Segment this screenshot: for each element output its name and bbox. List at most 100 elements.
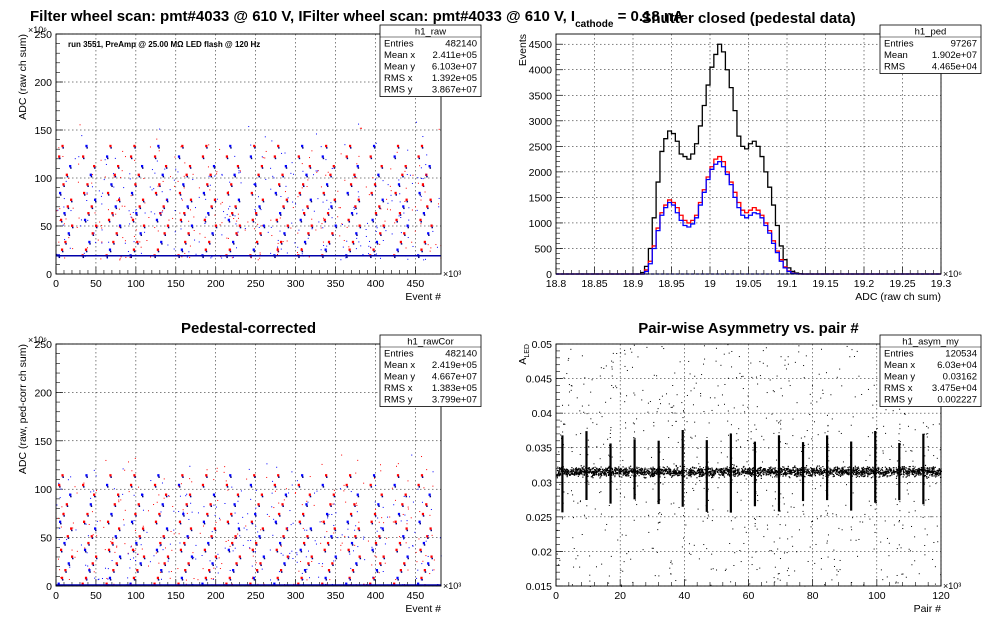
scatter-point xyxy=(140,246,142,248)
scatter-point xyxy=(663,466,665,469)
scatter-point xyxy=(869,468,871,470)
scatter-point xyxy=(399,201,401,203)
scatter-point xyxy=(118,529,121,532)
scatter-point xyxy=(736,472,739,474)
scatter-point xyxy=(638,471,640,473)
scatter-point xyxy=(394,256,396,259)
scatter-point xyxy=(104,567,106,569)
scatter-point xyxy=(821,473,823,475)
scatter-point xyxy=(702,472,704,474)
scatter-point xyxy=(129,257,131,259)
scatter-point xyxy=(353,173,356,177)
scatter-point xyxy=(794,466,796,468)
scatter-point xyxy=(642,474,645,476)
scatter-point xyxy=(721,468,723,470)
scatter-point xyxy=(221,222,223,224)
scatter-point xyxy=(924,470,926,472)
scatter-point xyxy=(808,472,810,475)
stats-row-value: 6.103e+07 xyxy=(432,62,477,73)
scatter-point xyxy=(651,475,654,477)
scatter-point xyxy=(167,560,169,562)
scatter-point xyxy=(244,229,246,231)
scatter-point xyxy=(144,212,146,214)
scatter-point xyxy=(718,477,720,479)
scatter-point xyxy=(130,583,132,585)
scatter-point xyxy=(124,469,126,471)
scatter-point xyxy=(645,473,647,475)
scatter-point xyxy=(760,477,762,479)
scatter-point xyxy=(357,167,360,169)
scatter-point xyxy=(96,535,98,537)
scatter-point xyxy=(59,486,61,488)
scatter-point xyxy=(852,473,855,475)
scatter-point xyxy=(861,468,864,470)
scatter-point xyxy=(903,465,905,468)
scatter-point xyxy=(86,578,88,580)
scatter-point xyxy=(435,244,437,246)
scatter-point xyxy=(83,482,85,484)
scatter-point xyxy=(90,491,92,493)
scatter-point xyxy=(130,157,133,160)
scatter-point xyxy=(61,506,63,508)
scatter-point xyxy=(902,467,904,469)
scatter-point xyxy=(566,476,568,478)
scatter-point xyxy=(130,256,132,259)
scatter-point xyxy=(198,196,200,198)
plot-frame xyxy=(55,343,442,587)
scatter-point xyxy=(398,179,400,181)
scatter-point xyxy=(801,468,803,471)
scatter-point xyxy=(683,476,685,478)
y-tick-label: 1500 xyxy=(529,192,553,204)
scatter-point xyxy=(804,468,806,470)
scatter-point xyxy=(590,471,592,473)
y-tick-label: 2000 xyxy=(529,167,553,179)
scatter-point xyxy=(179,495,181,497)
scatter-point xyxy=(425,164,427,166)
scatter-point xyxy=(281,503,284,506)
scatter-point xyxy=(640,472,642,474)
y-tick-label: 250 xyxy=(34,29,52,41)
scatter-point xyxy=(379,207,381,210)
scatter-point xyxy=(334,224,337,227)
scatter-point xyxy=(436,246,438,248)
scatter-point xyxy=(872,471,875,473)
scatter-point xyxy=(726,468,729,470)
scatter-point xyxy=(113,176,115,178)
scatter-point xyxy=(251,522,254,525)
scatter-point xyxy=(115,537,118,539)
scatter-point xyxy=(836,466,839,468)
scatter-point xyxy=(307,232,310,235)
scatter-point xyxy=(419,522,421,525)
scatter-point xyxy=(306,529,308,531)
scatter-point xyxy=(341,224,343,226)
scatter-point xyxy=(137,243,139,245)
scatter-point xyxy=(735,469,737,471)
x-tick-label: 400 xyxy=(367,590,385,602)
scatter-point xyxy=(375,142,377,144)
scatter-point xyxy=(347,218,350,222)
scatter-point xyxy=(94,527,97,530)
scatter-point xyxy=(98,190,100,192)
scatter-point xyxy=(282,505,284,507)
scatter-point xyxy=(250,498,252,500)
scatter-point xyxy=(171,549,173,551)
scatter-point xyxy=(701,468,703,470)
scatter-point xyxy=(394,499,396,501)
scatter-point xyxy=(883,471,886,473)
scatter-point xyxy=(320,249,322,251)
scatter-point xyxy=(608,473,610,475)
scatter-point xyxy=(819,470,821,472)
scatter-point xyxy=(427,232,430,235)
scatter-point xyxy=(69,247,71,249)
scatter-point xyxy=(817,470,819,472)
scatter-point xyxy=(720,470,722,472)
scatter-point xyxy=(120,499,122,501)
scatter-point xyxy=(258,226,260,228)
scatter-point xyxy=(107,218,111,222)
scatter-point xyxy=(775,470,777,472)
scatter-point xyxy=(597,469,599,471)
scatter-point xyxy=(255,212,258,215)
scatter-point xyxy=(298,520,301,524)
stats-histogram-name: h1_ped xyxy=(915,27,947,38)
scatter-point xyxy=(737,474,740,476)
